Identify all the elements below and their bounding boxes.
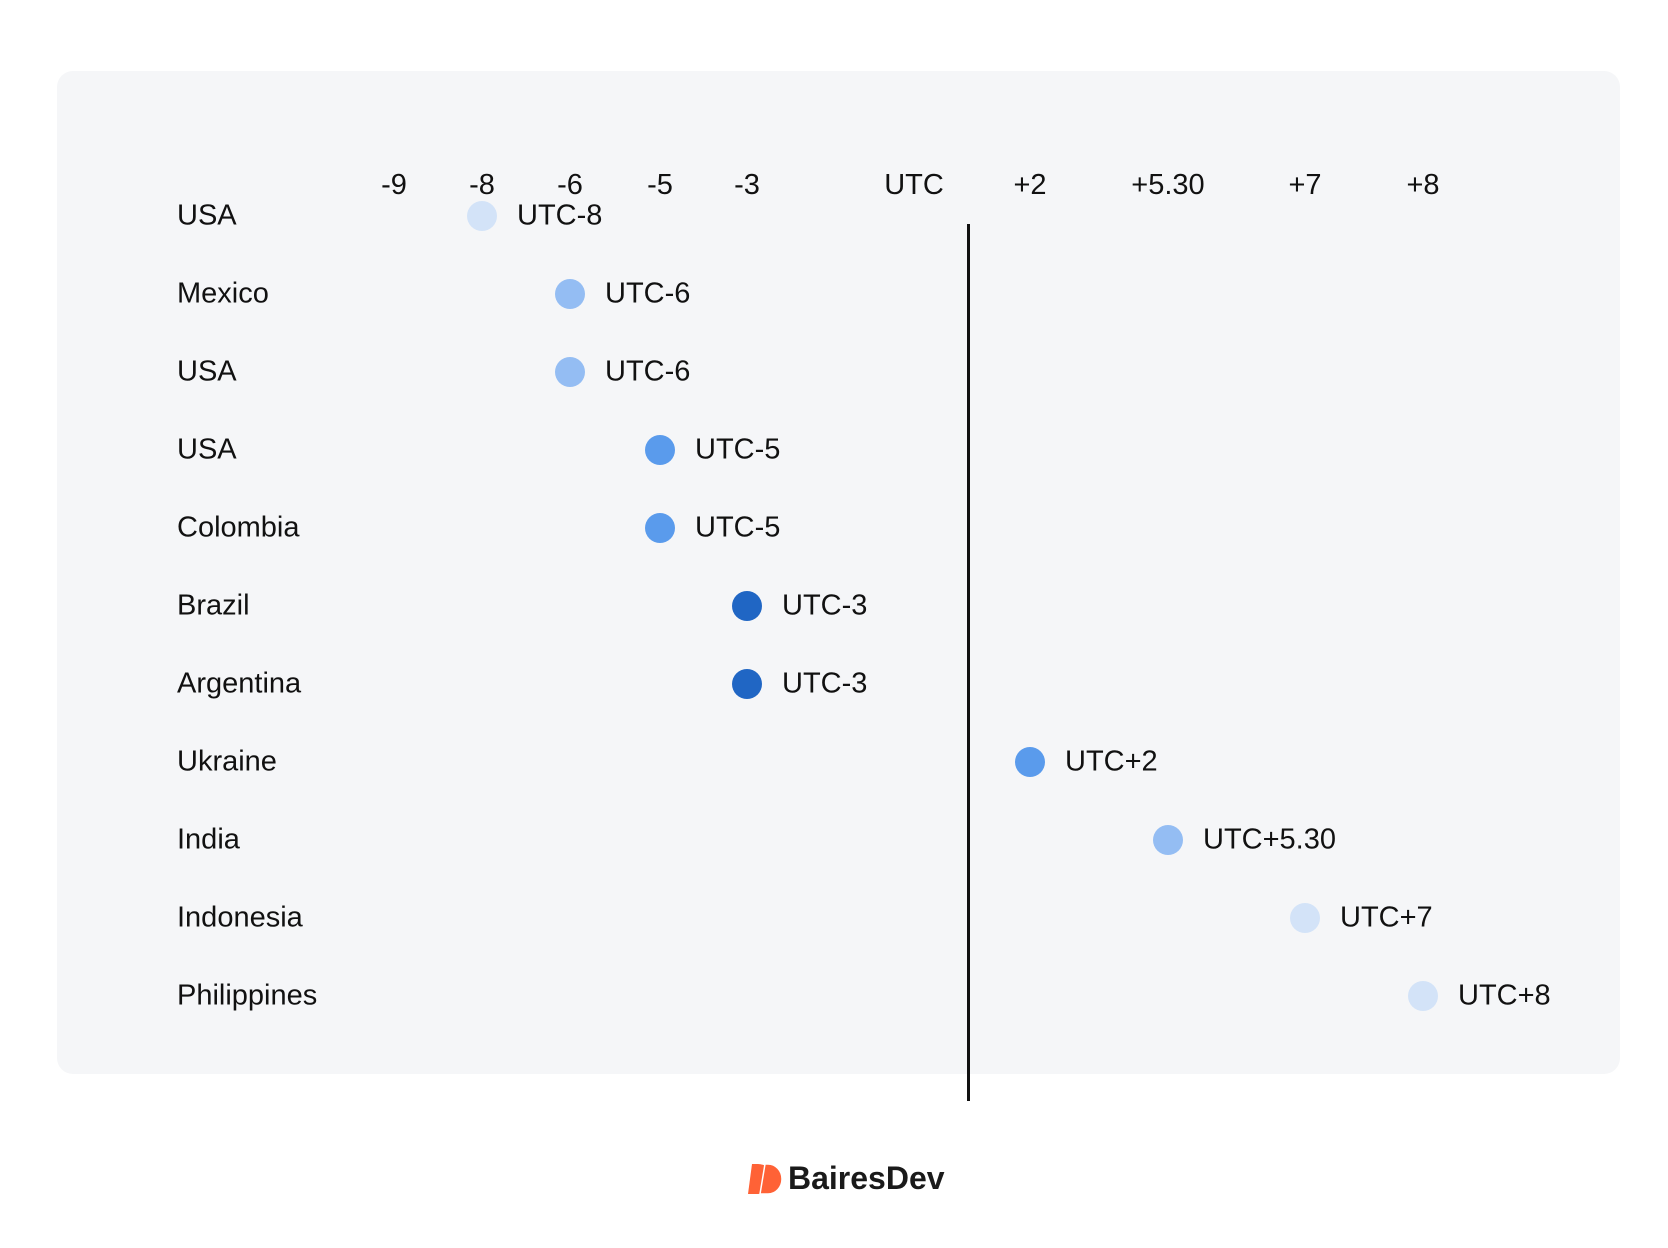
x-tick-label: -5 [647,169,673,201]
timezone-dot [555,357,585,387]
timezone-label: UTC+7 [1340,901,1433,934]
timezone-dot [1290,903,1320,933]
country-label: Colombia [177,511,300,544]
timezone-label: UTC-3 [782,667,868,700]
timezone-label: UTC-5 [695,511,781,544]
timezone-label: UTC-5 [695,433,781,466]
chart-panel: -9 -8 -6 -5 -3 UTC +2 +5.30 +7 +8 USA UTC-8 Mexico UT… [57,71,1620,1101]
bairesdev-logo: BairesDev [748,1160,945,1197]
timezone-dot [1408,981,1438,1011]
country-label: Indonesia [177,901,303,934]
utc-reference-line [967,224,970,1101]
timezone-dot [732,591,762,621]
timezone-dot [1015,747,1045,777]
timezone-label: UTC-6 [605,355,691,388]
x-tick-label: +7 [1288,169,1322,201]
country-label: Ukraine [177,745,277,778]
timezone-label: UTC+5.30 [1203,823,1336,856]
x-tick-label: UTC [884,169,944,201]
x-tick-label: -3 [734,169,760,201]
timezone-label: UTC-8 [517,199,603,232]
timezone-dot [555,279,585,309]
x-tick-label: -8 [469,169,495,201]
country-label: Brazil [177,589,250,622]
timezone-dot [467,201,497,231]
timezone-label: UTC-6 [605,277,691,310]
logo-text: BairesDev [788,1160,945,1196]
x-tick-label: +8 [1406,169,1440,201]
country-label: USA [177,355,237,388]
country-label: India [177,823,240,856]
country-label: USA [177,199,237,232]
timezone-label: UTC+2 [1065,745,1158,778]
timezone-label: UTC+8 [1458,979,1551,1012]
logo-icon [748,1163,782,1194]
timezone-dot [645,513,675,543]
country-label: Philippines [177,979,318,1012]
timezone-dot [1153,825,1183,855]
x-tick-label: -6 [557,169,583,201]
x-tick-label: +2 [1013,169,1047,201]
country-label: Argentina [177,667,302,700]
timezone-dot [732,669,762,699]
country-label: Mexico [177,277,269,310]
timezone-dot [645,435,675,465]
timezone-label: UTC-3 [782,589,868,622]
x-tick-label: -9 [381,169,407,201]
x-tick-label: +5.30 [1131,169,1205,201]
country-label: USA [177,433,237,466]
